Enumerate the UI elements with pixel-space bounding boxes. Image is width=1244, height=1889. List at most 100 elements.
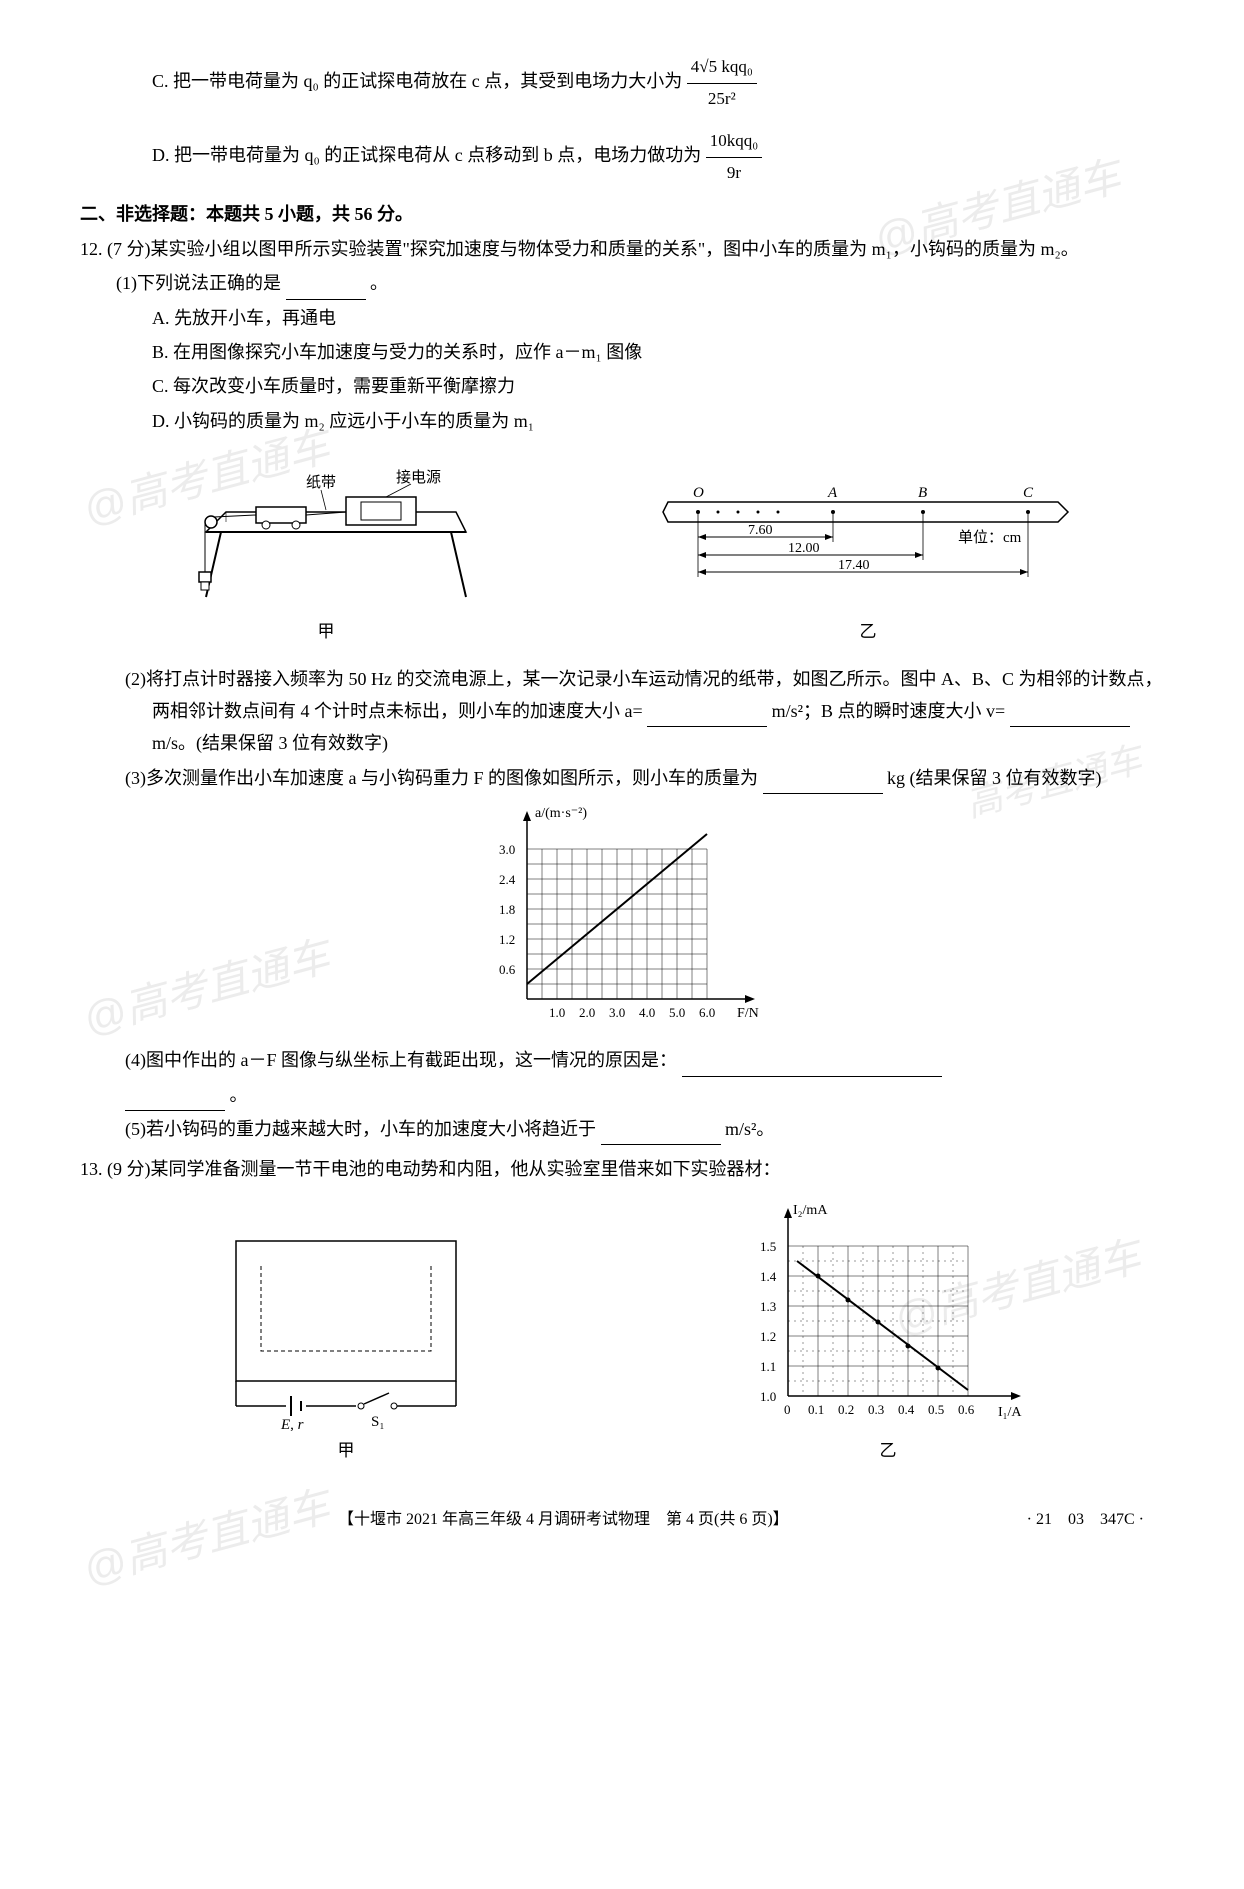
- footer: 【十堰市 2021 年高三年级 4 月调研考试物理 第 4 页(共 6 页)】 …: [80, 1506, 1164, 1535]
- q12-opt-a: A. 先放开小车，再通电: [80, 302, 1164, 334]
- svg-text:0.2: 0.2: [838, 1402, 854, 1417]
- blank[interactable]: [125, 1089, 225, 1111]
- sub2-text: (2)将打点计时器接入频率为 50 Hz 的交流电源上，某一次记录小车运动情况的…: [125, 669, 1162, 721]
- sub1-text: (1)下列说法正确的是: [116, 273, 281, 293]
- label-jia2: 甲: [206, 1436, 486, 1467]
- label-power: 接电源: [396, 469, 441, 486]
- svg-text:0.5: 0.5: [928, 1402, 944, 1417]
- svg-text:I₁/A: I₁/A: [998, 1405, 1022, 1420]
- svg-text:5.0: 5.0: [669, 1005, 685, 1020]
- svg-text:6.0: 6.0: [699, 1005, 715, 1020]
- footer-right: · 21 03 347C ·: [1027, 1506, 1144, 1535]
- sub5-suffix: m/s²。: [725, 1119, 774, 1139]
- svg-text:0.3: 0.3: [868, 1402, 884, 1417]
- sub1-suffix: 。: [370, 273, 388, 293]
- circuit-jia: E, r S₁ 甲: [206, 1221, 486, 1467]
- section-2-header: 二、非选择题：本题共 5 小题，共 56 分。: [80, 198, 1164, 230]
- chart1-svg: a/(m·s⁻²) F/N: [472, 804, 772, 1034]
- svg-text:1.4: 1.4: [760, 1269, 777, 1284]
- svg-text:1.1: 1.1: [760, 1359, 776, 1374]
- q12-sub3: (3)多次测量作出小车加速度 a 与小钩码重力 F 的图像如图所示，则小车的质量…: [80, 762, 1164, 794]
- option-c-text: C. 把一带电荷量为 q₀ 的正试探电荷放在 c 点，其受到电场力大小为: [152, 71, 682, 91]
- sub3-suffix: kg (结果保留 3 位有效数字): [887, 768, 1102, 788]
- svg-text:1.8: 1.8: [499, 902, 515, 917]
- svg-text:1.2: 1.2: [499, 932, 515, 947]
- svg-text:I₂/mA: I₂/mA: [793, 1203, 828, 1218]
- footer-center: 【十堰市 2021 年高三年级 4 月调研考试物理 第 4 页(共 6 页)】: [338, 1506, 789, 1535]
- sub4-period: 。: [230, 1085, 248, 1105]
- circuit-svg: E, r S₁: [206, 1221, 486, 1431]
- svg-text:O: O: [693, 485, 704, 501]
- svg-text:E, r: E, r: [280, 1417, 304, 1431]
- sub3-text: (3)多次测量作出小车加速度 a 与小钩码重力 F 的图像如图所示，则小车的质量…: [125, 768, 758, 788]
- diagram-jia: 纸带 接电源 甲: [166, 452, 486, 648]
- chart-yi: I₂/mA I₁/A: [738, 1201, 1038, 1467]
- diagram-yi: O A B C 7.60 12.00 17.40 单位：cm: [658, 482, 1078, 648]
- svg-text:2.4: 2.4: [499, 872, 516, 887]
- svg-text:3.0: 3.0: [609, 1005, 625, 1020]
- svg-text:C: C: [1023, 485, 1034, 501]
- svg-text:1.5: 1.5: [760, 1239, 776, 1254]
- option-d-fraction: 10kqq₀ 9r: [706, 126, 762, 188]
- frac-num: 4√5 kqq₀: [687, 52, 757, 84]
- label-yi: 乙: [658, 617, 1078, 648]
- q12-sub1: (1)下列说法正确的是 。: [80, 267, 1164, 299]
- label-jia: 甲: [166, 617, 486, 648]
- sub2-mid: m/s²；B 点的瞬时速度大小 v=: [772, 701, 1006, 721]
- q12-sub5: (5)若小钩码的重力越来越大时，小车的加速度大小将趋近于 m/s²。: [80, 1113, 1164, 1145]
- frac-num: 10kqq₀: [706, 126, 762, 158]
- svg-text:1.0: 1.0: [760, 1389, 776, 1404]
- diagram-row-1: 纸带 接电源 甲 O A B C: [80, 452, 1164, 648]
- q12-sub2: (2)将打点计时器接入频率为 50 Hz 的交流电源上，某一次记录小车运动情况的…: [80, 663, 1164, 760]
- q12-sub4: (4)图中作出的 a－F 图像与纵坐标上有截距出现，这一情况的原因是：: [80, 1044, 1164, 1076]
- frac-den: 25r²: [687, 84, 757, 115]
- svg-text:3.0: 3.0: [499, 842, 515, 857]
- sub5-text: (5)若小钩码的重力越来越大时，小车的加速度大小将趋近于: [125, 1119, 596, 1139]
- q12-intro: 12. (7 分)某实验小组以图甲所示实验装置"探究加速度与物体受力和质量的关系…: [80, 233, 1164, 265]
- sub2-end: m/s。(结果保留 3 位有效数字): [152, 733, 388, 753]
- blank[interactable]: [682, 1055, 942, 1077]
- option-d: D. 把一带电荷量为 q₀ 的正试探电荷从 c 点移动到 b 点，电场力做功为 …: [80, 126, 1164, 188]
- svg-text:A: A: [827, 485, 838, 501]
- q12-sub4-line2: 。: [80, 1079, 1164, 1111]
- apparatus-svg: 纸带 接电源: [166, 452, 486, 612]
- svg-text:0: 0: [784, 1402, 791, 1417]
- svg-text:7.60: 7.60: [748, 523, 773, 538]
- label-paper: 纸带: [306, 474, 336, 491]
- svg-text:0.1: 0.1: [808, 1402, 824, 1417]
- chart2-svg: I₂/mA I₁/A: [738, 1201, 1038, 1431]
- q12-opt-b: B. 在用图像探究小车加速度与受力的关系时，应作 a－m₁ 图像: [80, 336, 1164, 368]
- svg-text:0.6: 0.6: [958, 1402, 975, 1417]
- tape-svg: O A B C 7.60 12.00 17.40 单位：cm: [658, 482, 1078, 612]
- svg-text:B: B: [918, 485, 927, 501]
- sub4-text: (4)图中作出的 a－F 图像与纵坐标上有截距出现，这一情况的原因是：: [125, 1050, 677, 1070]
- svg-text:1.3: 1.3: [760, 1299, 776, 1314]
- q13-intro: 13. (9 分)某同学准备测量一节干电池的电动势和内阻，他从实验室里借来如下实…: [80, 1153, 1164, 1185]
- svg-text:单位：cm: 单位：cm: [958, 529, 1022, 546]
- q12-opt-d: D. 小钩码的质量为 m₂ 应远小于小车的质量为 m₁: [80, 405, 1164, 437]
- svg-text:a/(m·s⁻²): a/(m·s⁻²): [535, 806, 587, 821]
- blank[interactable]: [286, 278, 366, 300]
- blank[interactable]: [1010, 706, 1130, 728]
- q12-opt-c: C. 每次改变小车质量时，需要重新平衡摩擦力: [80, 370, 1164, 402]
- option-c: C. 把一带电荷量为 q₀ 的正试探电荷放在 c 点，其受到电场力大小为 4√5…: [80, 52, 1164, 114]
- svg-text:0.4: 0.4: [898, 1402, 915, 1417]
- svg-text:1.2: 1.2: [760, 1329, 776, 1344]
- chart-a-f: a/(m·s⁻²) F/N: [80, 804, 1164, 1034]
- svg-text:12.00: 12.00: [788, 541, 820, 556]
- blank[interactable]: [647, 706, 767, 728]
- frac-den: 9r: [706, 158, 762, 189]
- svg-text:S₁: S₁: [371, 1414, 385, 1430]
- svg-text:F/N: F/N: [737, 1006, 759, 1021]
- svg-text:17.40: 17.40: [838, 558, 870, 573]
- blank[interactable]: [601, 1124, 721, 1146]
- svg-text:0.6: 0.6: [499, 962, 516, 977]
- svg-text:2.0: 2.0: [579, 1005, 595, 1020]
- option-c-fraction: 4√5 kqq₀ 25r²: [687, 52, 757, 114]
- option-d-text: D. 把一带电荷量为 q₀ 的正试探电荷从 c 点移动到 b 点，电场力做功为: [152, 145, 701, 165]
- label-yi2: 乙: [738, 1436, 1038, 1467]
- diagram-row-2: E, r S₁ 甲 I₂/mA I₁/A: [80, 1201, 1164, 1467]
- svg-text:4.0: 4.0: [639, 1005, 655, 1020]
- svg-text:1.0: 1.0: [549, 1005, 565, 1020]
- blank[interactable]: [763, 773, 883, 795]
